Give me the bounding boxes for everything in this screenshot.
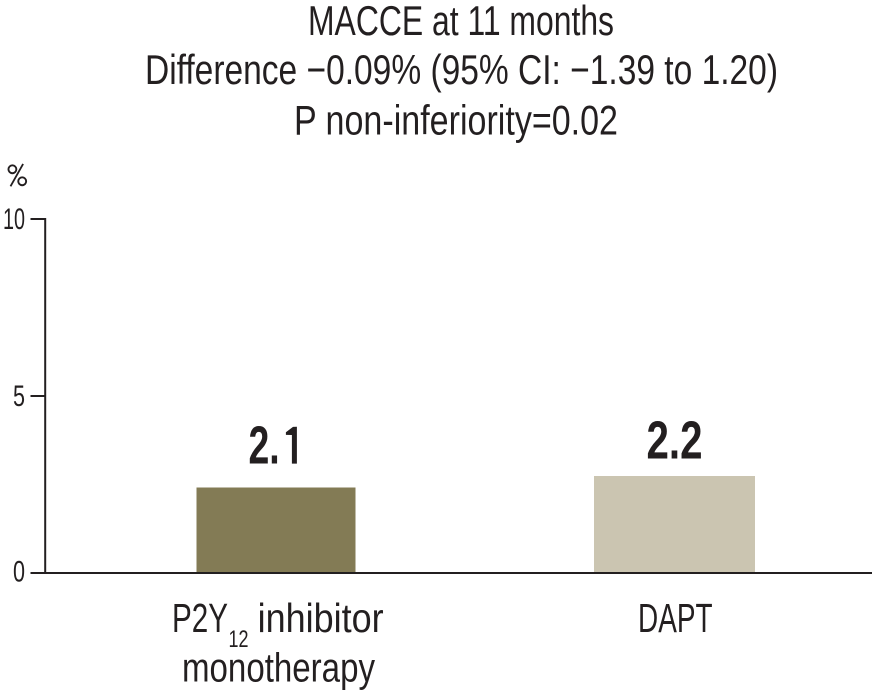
svg-text:P non-inferiority=0.02: P non-inferiority=0.02: [294, 97, 618, 144]
svg-text:DAPT: DAPT: [638, 595, 713, 641]
svg-text:P2Y: P2Y: [172, 595, 228, 641]
svg-text:12: 12: [229, 626, 249, 653]
svg-text:Difference −0.09% (95% CI: −1.: Difference −0.09% (95% CI: −1.39 to 1.20…: [145, 46, 778, 93]
svg-text:monotherapy: monotherapy: [182, 645, 375, 691]
svg-text:MACCE at 11 months: MACCE at 11 months: [308, 0, 614, 44]
svg-text:0: 0: [13, 555, 25, 588]
svg-text:2.2: 2.2: [647, 411, 703, 471]
svg-text:5: 5: [13, 380, 25, 413]
svg-text:10: 10: [3, 203, 25, 236]
svg-text:inhibitor: inhibitor: [258, 595, 384, 641]
